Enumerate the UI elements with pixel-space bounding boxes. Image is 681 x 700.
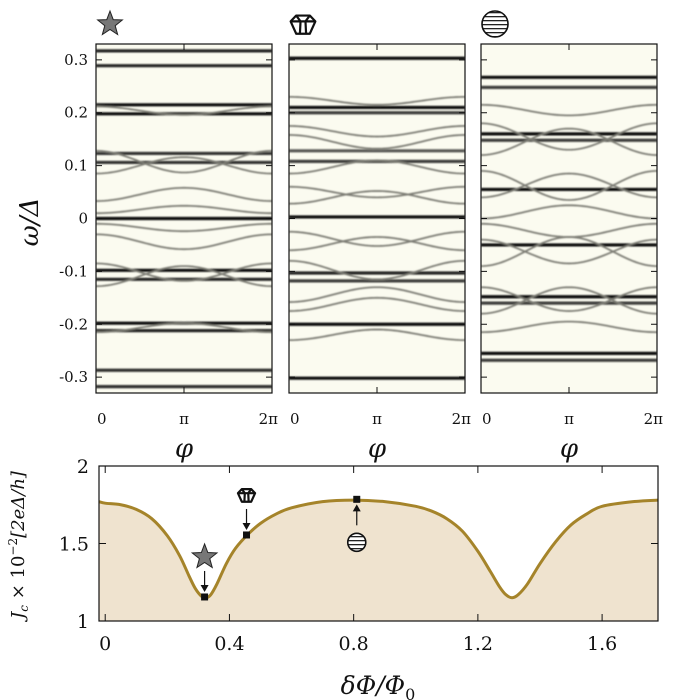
dispersive-band-6 (481, 238, 657, 265)
dispersive-band-5 (289, 236, 465, 252)
dispersive-band-9 (481, 286, 657, 315)
dispersive-band-8 (289, 125, 465, 138)
x-tick-label-0: 0 (97, 410, 107, 428)
y-tick-label-3: 0 (78, 210, 88, 228)
marker-arrowhead (200, 584, 209, 592)
dispersive-band-11 (481, 320, 657, 334)
jc-y-tick-label-2: 1 (77, 611, 89, 633)
dispersive-band-3 (481, 172, 657, 199)
dispersive-band-8 (481, 286, 657, 312)
marker-arrowhead (242, 522, 251, 530)
dispersive-band-6 (96, 262, 272, 282)
dispersive-band-1 (96, 156, 272, 175)
jc-y-axis-label: Jc × 10−2[2eΔ/h] (6, 470, 31, 623)
dispersive-band-9 (289, 296, 465, 312)
jc-area-fill (99, 500, 658, 621)
dispersive-band-5 (96, 233, 272, 251)
spectral-bands (96, 49, 272, 389)
phi-axis-label: φ (175, 434, 194, 464)
x-tick-label-0: 0 (290, 410, 300, 428)
dispersive-band-2 (289, 185, 465, 199)
phi-axis-label: φ (560, 434, 579, 464)
marker-square (201, 593, 209, 601)
dispersive-band-4 (289, 230, 465, 247)
dispersive-band-6 (289, 259, 465, 281)
x-tick-label-0: 0 (482, 410, 492, 428)
jc-marker-1 (236, 488, 257, 539)
dispersive-band-2 (481, 170, 657, 201)
x-tick-label-1: π (372, 410, 382, 428)
dispersive-band-7 (289, 286, 465, 303)
jc-x-tick-label-1: 0.4 (214, 633, 244, 655)
y-tick-label-0: 0.3 (64, 51, 88, 69)
dispersive-band-2 (96, 186, 272, 202)
dispersive-band-4 (96, 222, 272, 233)
dispersive-band-0 (481, 122, 657, 151)
dispersive-band-8 (96, 105, 272, 116)
jc-ylabel-J: J (8, 610, 29, 623)
jc-xlabel-main: δΦ/Φ (341, 671, 405, 700)
critical-current-chart: 0 0.4 0.8 1.2 1.6 2 1.5 1 (59, 456, 659, 655)
dispersive-band-4 (481, 204, 657, 220)
jc-x-tick-label-2: 0.8 (339, 633, 369, 655)
spectrum-panel-gem: 0 π 2π φ (288, 43, 472, 464)
jc-x-axis-label: δΦ/Φ0 (341, 671, 416, 700)
jc-ylabel-unit: [2eΔ/h] (8, 470, 29, 538)
plot-area (99, 498, 658, 621)
x-tick-label-2: 2π (644, 410, 664, 428)
dispersive-band-3 (289, 190, 465, 205)
star-icon (96, 9, 124, 36)
crystal-gem-icon (289, 14, 317, 35)
marker-square (243, 531, 251, 539)
y-tick-label-6: -0.3 (59, 368, 88, 386)
x-tick-label-2: 2π (259, 410, 279, 428)
striped-circle-icon (481, 10, 509, 38)
jc-xlabel-sub: 0 (405, 685, 415, 700)
marker-square (353, 495, 361, 503)
jc-x-tick-label-3: 1.2 (463, 633, 493, 655)
jc-ylabel-sub: c (17, 605, 31, 612)
panel-icons (96, 9, 509, 38)
dispersive-band-7 (96, 265, 272, 288)
spectrum-panel-circle: 0 π 2π φ (480, 43, 664, 464)
spectral-bands (289, 56, 465, 380)
jc-ylabel-exp: −2 (6, 538, 20, 556)
x-tick-label-2: 2π (452, 410, 472, 428)
x-tick-label-1: π (179, 410, 189, 428)
spectrum-panel-star: 0 π 2π 0.3 0.2 0.1 0 -0.1 -0.2 -0.3 φ (59, 43, 279, 464)
jc-marker-2 (346, 495, 367, 553)
dispersive-band-0 (289, 134, 465, 150)
dispersive-band-1 (289, 159, 465, 175)
y-tick-label-1: 0.2 (64, 104, 88, 122)
star-icon (190, 542, 219, 569)
dispersive-band-10 (481, 103, 657, 117)
dispersive-band-1 (481, 127, 657, 156)
panel-background (481, 44, 657, 393)
spectrum-y-axis-label: ω/Δ (15, 198, 45, 247)
spectral-bands (481, 75, 657, 362)
dispersive-band-9 (96, 322, 272, 334)
jc-marker-0 (190, 542, 219, 601)
dispersive-band-0 (96, 149, 272, 174)
striped-circle-icon (346, 532, 367, 553)
jc-ylabel-times: × 10 (8, 556, 29, 605)
dispersive-band-10 (289, 95, 465, 106)
y-tick-label-2: 0.1 (64, 157, 88, 175)
dispersive-band-11 (289, 328, 465, 342)
dispersive-band-3 (96, 204, 272, 215)
dispersive-band-7 (481, 236, 657, 267)
jc-y-tick-label-1: 1.5 (59, 534, 89, 556)
y-tick-label-4: -0.1 (59, 262, 88, 280)
y-tick-label-5: -0.2 (59, 315, 88, 333)
jc-curve (99, 498, 658, 600)
jc-x-tick-label-4: 1.6 (587, 633, 617, 655)
crystal-gem-icon (236, 488, 257, 503)
marker-arrowhead (352, 504, 361, 512)
jc-y-tick-label-0: 2 (77, 456, 89, 478)
jc-x-tick-label-0: 0 (99, 633, 111, 655)
phi-axis-label: φ (368, 434, 387, 464)
x-tick-label-1: π (564, 410, 574, 428)
